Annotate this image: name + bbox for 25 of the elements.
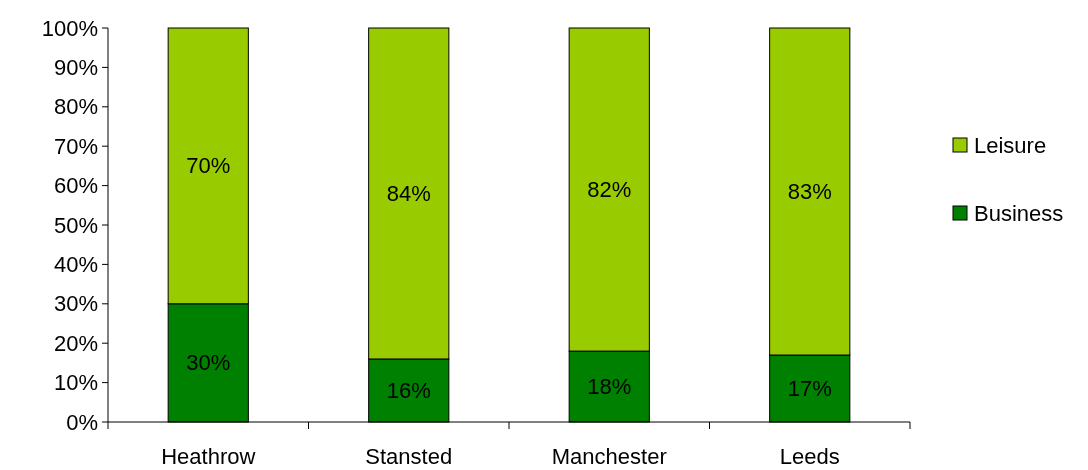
y-tick-label: 30%: [53, 291, 98, 317]
data-label: 30%: [186, 350, 231, 376]
y-tick-label: 60%: [53, 173, 98, 199]
y-tick-label: 70%: [53, 133, 98, 159]
data-label: 70%: [186, 153, 231, 179]
y-tick-label: 20%: [53, 330, 98, 356]
y-tick-label: 90%: [53, 54, 98, 80]
y-tick-label: 10%: [53, 370, 98, 396]
y-tick-label: 80%: [53, 94, 98, 120]
x-tick-label: Stansted: [365, 444, 453, 469]
x-tick-label: Heathrow: [161, 444, 256, 469]
data-label: 17%: [787, 376, 832, 402]
data-label: 16%: [386, 377, 431, 403]
y-tick-label: 40%: [53, 251, 98, 277]
data-label: 18%: [587, 374, 632, 400]
y-tick-label: 100%: [41, 15, 98, 41]
legend-label: Business: [974, 200, 1064, 226]
legend-label: Leisure: [974, 132, 1047, 158]
data-label: 83%: [787, 179, 832, 205]
x-tick-label: Leeds: [779, 444, 840, 469]
data-label: 82%: [587, 177, 632, 203]
data-label: 84%: [386, 180, 431, 206]
y-tick-label: 50%: [53, 212, 98, 238]
x-tick-label: Manchester: [551, 444, 667, 469]
y-tick-label: 0%: [66, 409, 98, 435]
